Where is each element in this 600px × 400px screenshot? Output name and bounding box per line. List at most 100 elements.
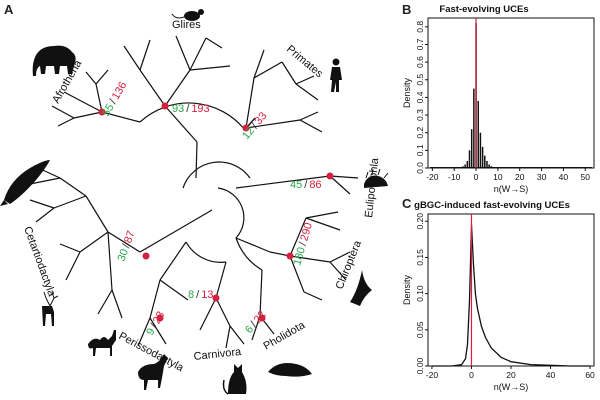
x-tick-label: 60 [585, 370, 595, 380]
x-axis-label: n(W→S) [494, 184, 529, 194]
tree-branch [30, 200, 54, 208]
tree-branch [196, 142, 197, 178]
tree-branch [330, 176, 358, 178]
tree-branch [80, 232, 108, 252]
tree-branch [300, 120, 322, 132]
x-tick-label: 40 [546, 370, 556, 380]
tree-branch [160, 280, 188, 300]
count-green: 8 [188, 289, 194, 301]
count-red: 290 [298, 221, 315, 242]
x-tick-label: -20 [426, 370, 439, 380]
tree-root-arc [183, 162, 250, 188]
y-tick-label: 0.15 [415, 249, 425, 266]
y-tick-label: 0.4 [415, 91, 425, 103]
y-tick-label: 0.6 [415, 56, 425, 68]
y-tick-label: 0.20 [415, 213, 425, 230]
count-red: 87 [122, 229, 137, 245]
node-marker [213, 295, 220, 302]
count-green: 180 [291, 246, 308, 267]
tree-branch [58, 118, 74, 126]
tree-branch [98, 290, 112, 314]
y-axis-label: Density [402, 77, 412, 108]
tree-branch [96, 84, 102, 112]
tree-branch [108, 232, 112, 290]
chart-c-title: gBGC-induced fast-evolving UCEs [414, 200, 570, 211]
y-tick-label: 0.2 [415, 127, 425, 139]
elephant-icon [33, 46, 76, 76]
svg-text:93/193: 93/193 [172, 103, 210, 115]
tree-branch [140, 70, 165, 106]
tree-branch [66, 252, 80, 280]
svg-text:55/136: 55/136 [100, 80, 129, 119]
node-markers [99, 103, 334, 322]
count-label-afrotheria: 55/136 [100, 80, 129, 119]
tree-branch [206, 38, 222, 48]
tree-branch [296, 76, 314, 84]
tree-branch [216, 262, 226, 298]
x-tick-label: 20 [515, 172, 525, 182]
y-tick-label: 0.05 [415, 321, 425, 338]
panel-letter-c: C [402, 196, 412, 211]
x-tick-label: -20 [426, 172, 439, 182]
svg-text:8/13: 8/13 [188, 289, 213, 301]
tree-arc-scrot [186, 242, 226, 262]
tree-branch [304, 292, 322, 300]
tree-branch [226, 326, 230, 348]
plot-frame [428, 214, 594, 366]
count-green: 93 [172, 103, 184, 115]
tree-branch [296, 84, 318, 100]
x-tick-label: 20 [506, 370, 516, 380]
tree-branch [52, 106, 74, 118]
y-tick-label: 0.00 [415, 357, 425, 374]
y-axis-label: Density [402, 274, 412, 305]
human-icon [330, 59, 342, 93]
svg-text:30/87: 30/87 [116, 229, 138, 263]
tree-branch [260, 270, 262, 316]
count-red: 86 [309, 179, 321, 191]
tree-branch [36, 208, 54, 222]
x-tick-label: 50 [581, 172, 591, 182]
x-tick-label: 0 [469, 370, 474, 380]
tree-branch [140, 210, 212, 252]
y-tick-label: 0.1 [415, 144, 425, 156]
clade-label-pholidota: Pholidota [262, 319, 308, 353]
count-red: 193 [191, 103, 209, 115]
tree-branch [86, 72, 96, 84]
y-tick-label: 0.7 [415, 38, 425, 50]
tree-inner-arc [218, 188, 244, 238]
cat-icon [224, 364, 247, 394]
tree-branch [230, 326, 244, 344]
chart-c: -20 0 20 40 60 0.00 0.05 0.10 0.15 0.20 n(W→S) Dens… [402, 213, 595, 392]
y-tick-label: 0.5 [415, 74, 425, 86]
tree-branch [64, 92, 102, 112]
node-marker [143, 253, 150, 260]
tree-branch [254, 62, 282, 78]
node-marker [327, 173, 334, 180]
svg-text:45/86: 45/86 [290, 179, 322, 191]
x-tick-label: 30 [537, 172, 547, 182]
y-tick-label: 0.8 [415, 21, 425, 33]
x-axis-label: n(W→S) [494, 382, 529, 392]
tree-branch [282, 62, 296, 84]
tree-branch [54, 196, 86, 208]
tree-branch [112, 290, 122, 318]
x-tick-label: 10 [493, 172, 503, 182]
tree-branch [330, 176, 350, 194]
density-line [432, 225, 590, 366]
count-red: 13 [201, 289, 213, 301]
node-marker [162, 103, 169, 110]
tree-branch [96, 70, 108, 84]
count-separator: / [196, 289, 200, 301]
tree-branch [74, 112, 102, 118]
tree-branch [140, 40, 150, 70]
deer-icon [42, 292, 58, 326]
tree-branch [160, 242, 186, 280]
whale-icon [0, 160, 50, 206]
count-label-glires: 93/193 [172, 103, 210, 115]
x-tick-label: 40 [559, 172, 569, 182]
count-green: 45 [290, 179, 302, 191]
x-tick-label: 0 [474, 172, 479, 182]
x-tick-label: -10 [448, 172, 461, 182]
y-tick-label: 0.3 [415, 109, 425, 121]
